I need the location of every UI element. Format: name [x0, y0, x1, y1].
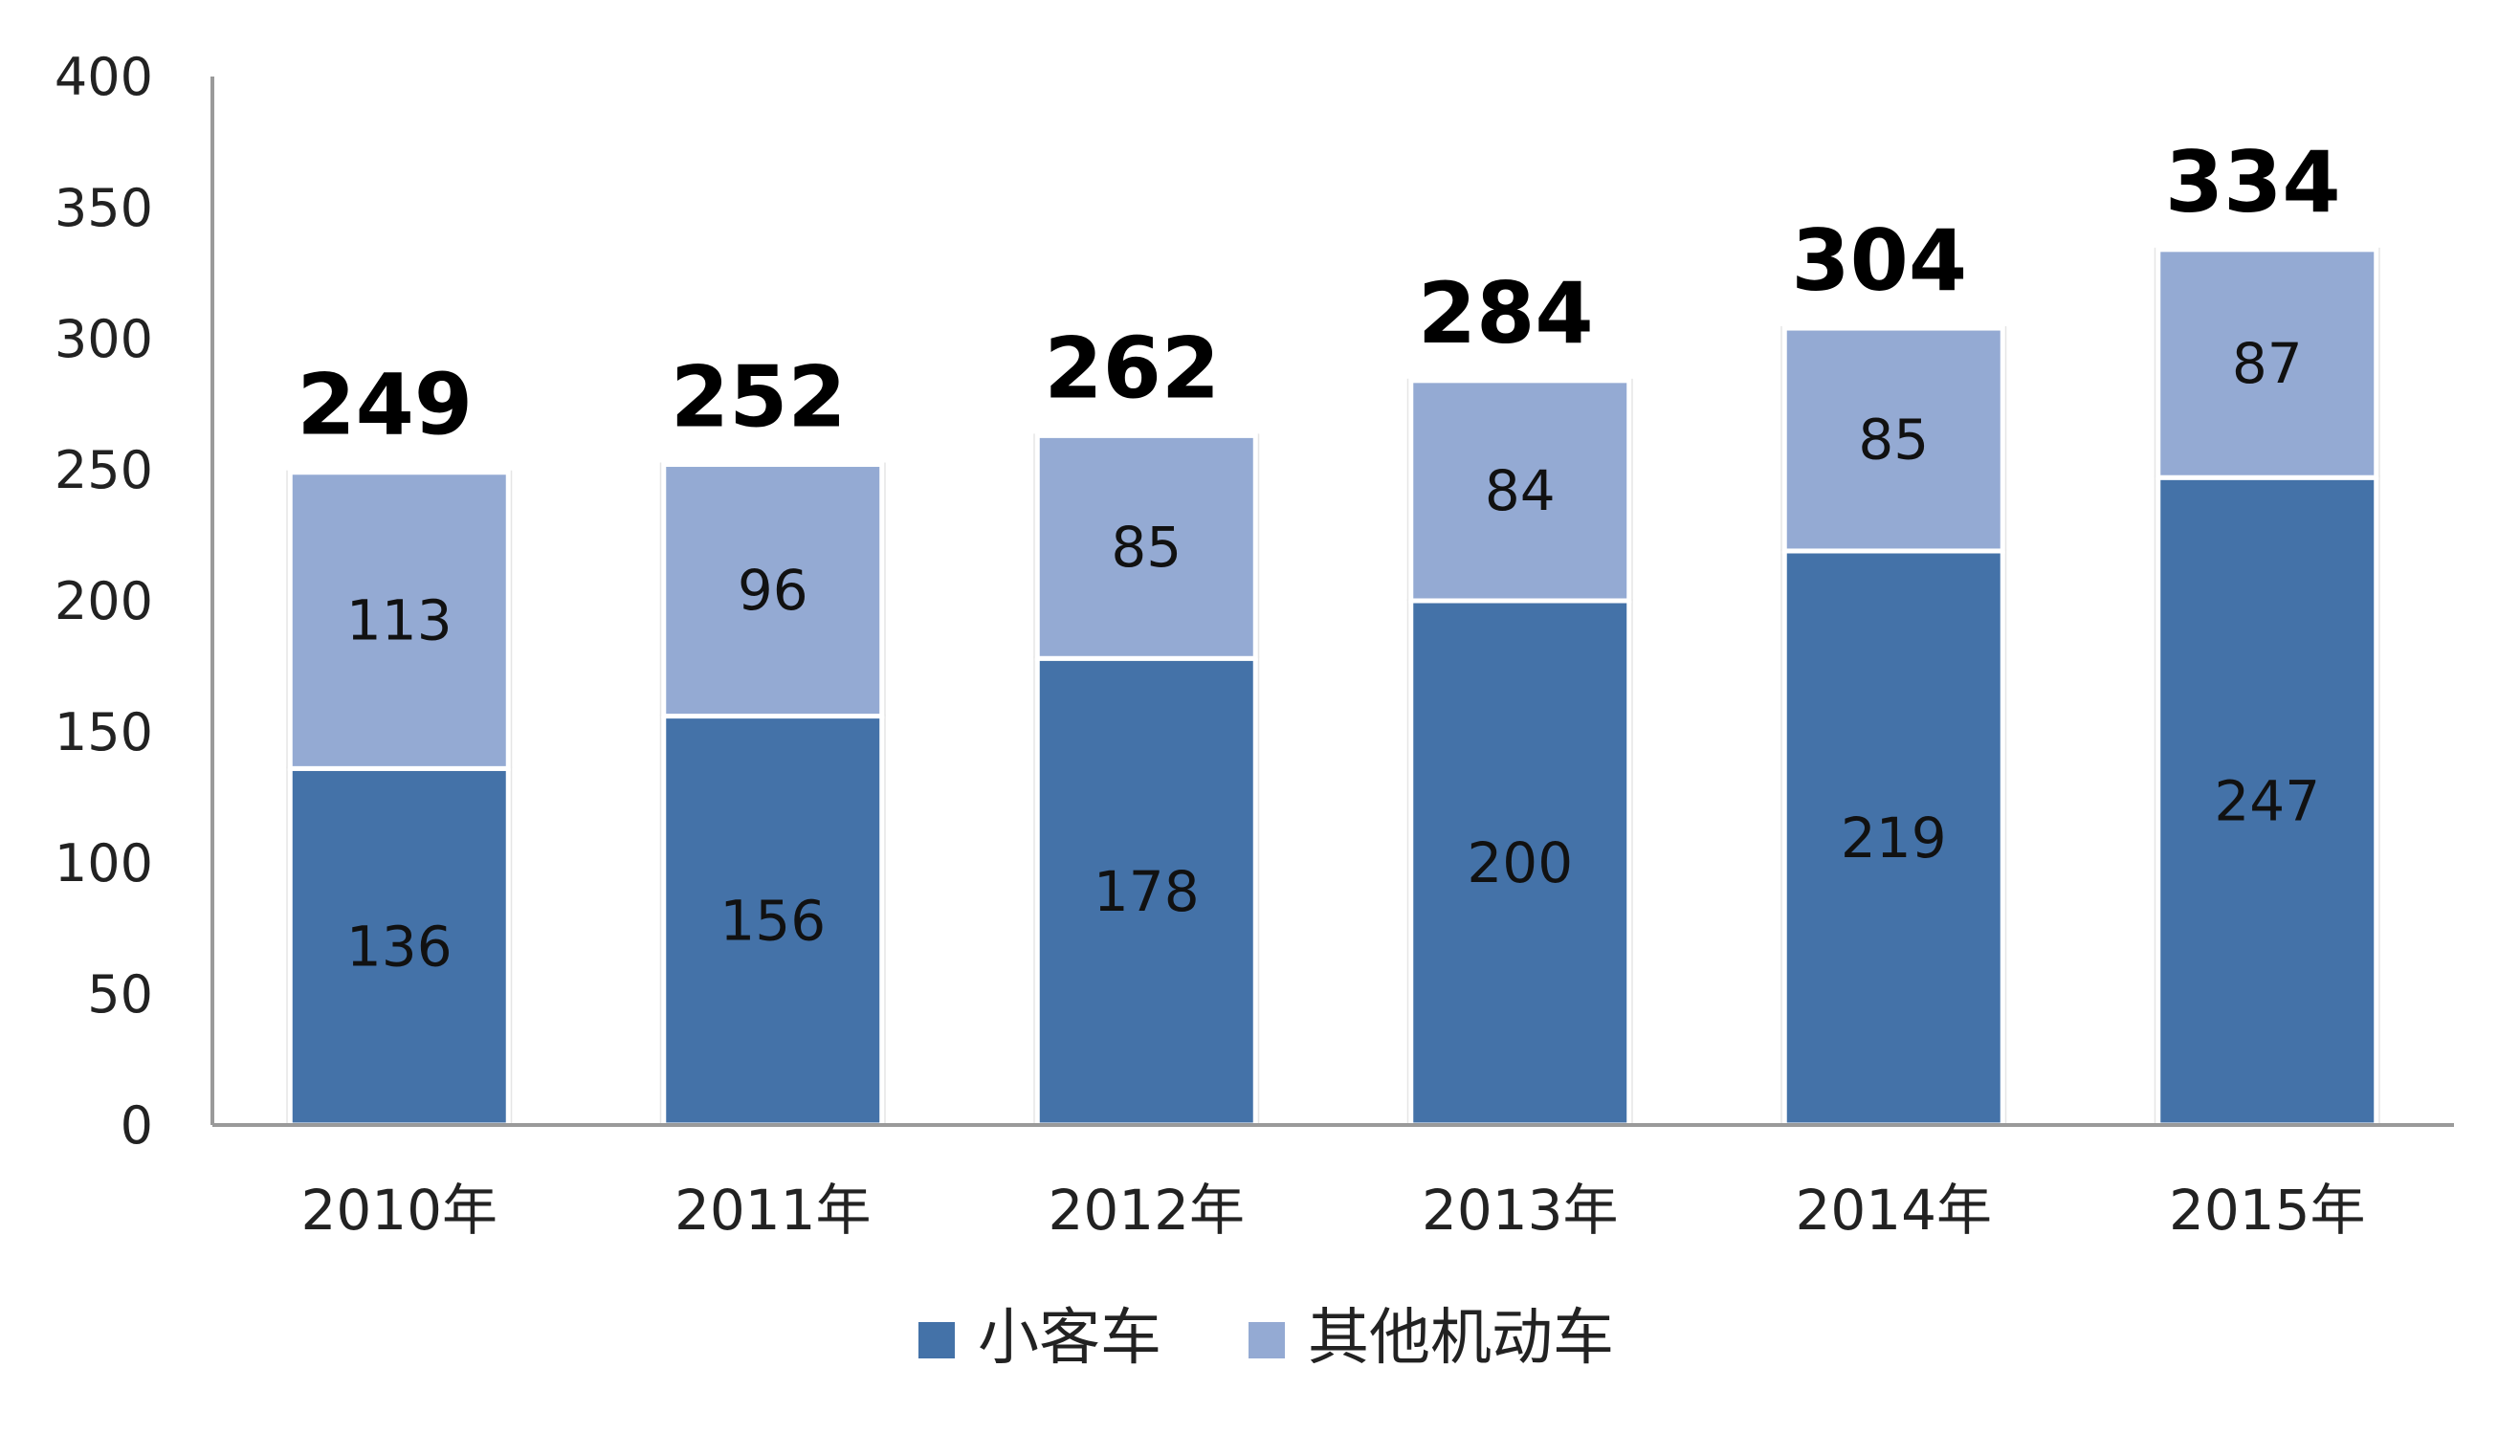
bar-value-label: 84	[1485, 458, 1556, 523]
legend-swatch	[918, 1322, 955, 1358]
legend-swatch	[1249, 1322, 1285, 1358]
x-tick-label: 2010年	[300, 1178, 497, 1243]
bar-total-label: 334	[2165, 133, 2341, 232]
bar-segment-other-vehicles	[1781, 325, 2005, 554]
bar-value-label: 113	[346, 588, 453, 653]
y-tick-label: 50	[87, 964, 153, 1025]
bar-value-label: 136	[346, 915, 453, 980]
x-axis-labels: 2010年 2011年 2012年 2013年 2014年 2015年	[300, 1178, 2365, 1243]
bar-segment-passenger-car	[1781, 548, 2005, 1128]
bar-value-label: 87	[2232, 331, 2303, 396]
y-tick-label: 350	[55, 178, 153, 238]
y-tick-label: 150	[55, 702, 153, 762]
x-tick-label: 2014年	[1795, 1178, 1992, 1243]
legend: 小客车 其他机动车	[918, 1303, 1614, 1374]
bar-value-label: 178	[1094, 859, 1200, 924]
legend-label: 其他机动车	[1308, 1303, 1614, 1374]
bar-total-label: 304	[1791, 211, 1967, 310]
bars-group: 136 113 249 156 96 252 178 85 262 200 84 284 219 85 30…	[286, 133, 2380, 1128]
bar-total-label: 249	[297, 356, 473, 454]
y-tick-label: 300	[55, 309, 153, 369]
legend-label: 小客车	[978, 1303, 1161, 1374]
y-tick-label: 400	[55, 47, 153, 107]
bar-value-label: 156	[719, 888, 826, 953]
bar-value-label: 200	[1467, 830, 1573, 895]
bar-segment-other-vehicles	[287, 470, 511, 771]
bar-total-label: 284	[1418, 264, 1594, 363]
bar-segment-other-vehicles	[2155, 247, 2379, 480]
y-tick-label: 100	[55, 833, 153, 893]
x-tick-label: 2015年	[2169, 1178, 2366, 1243]
bar-value-label: 219	[1841, 805, 1947, 871]
bar-segment-passenger-car	[2155, 474, 2379, 1128]
y-tick-label: 250	[55, 440, 153, 500]
y-tick-label: 200	[55, 571, 153, 631]
x-tick-label: 2012年	[1048, 1178, 1245, 1243]
bar-value-label: 247	[2214, 769, 2320, 834]
y-axis-ticks: 0 50 100 150 200 250 300 350 400	[55, 47, 153, 1156]
bar-segment-passenger-car	[287, 765, 511, 1128]
bar-total-label: 262	[1044, 319, 1220, 417]
bar-segment-other-vehicles	[661, 462, 885, 719]
bar-segment-passenger-car	[1408, 598, 1632, 1128]
bar-segment-other-vehicles	[1408, 378, 1632, 604]
bar-value-label: 85	[1111, 515, 1182, 580]
bar-segment-other-vehicles	[1034, 432, 1258, 661]
y-tick-label: 0	[121, 1095, 153, 1156]
x-tick-label: 2011年	[674, 1178, 872, 1243]
x-tick-label: 2013年	[1422, 1178, 1619, 1243]
axes-group	[210, 77, 2454, 1127]
bar-value-label: 85	[1858, 407, 1929, 472]
bar-total-label: 252	[671, 348, 847, 447]
bar-value-label: 96	[738, 558, 808, 623]
